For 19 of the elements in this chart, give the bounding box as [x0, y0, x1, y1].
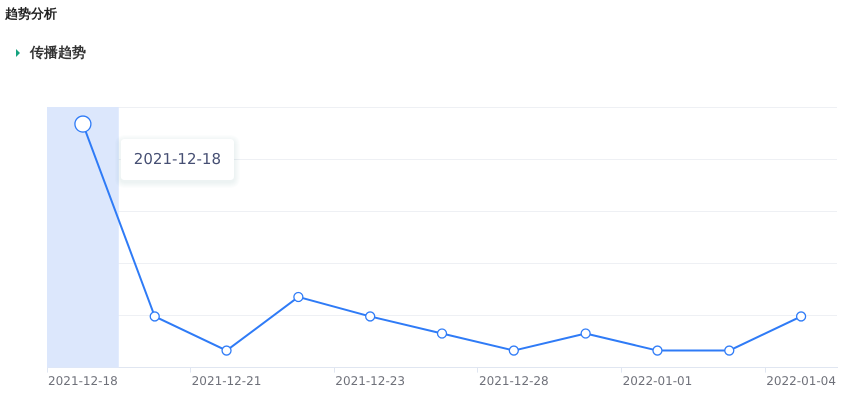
x-tick-label: 2021-12-28	[478, 374, 549, 388]
x-tick-label: 2021-12-21	[192, 374, 262, 388]
point	[221, 345, 232, 356]
point	[652, 345, 663, 356]
annotation: 2021-12-18	[134, 150, 221, 168]
x-tick-label: 2022-01-04	[766, 374, 836, 388]
point	[150, 311, 160, 322]
chart-title: 趋势分析	[5, 6, 57, 23]
x-tick-label: 2021-12-23	[335, 374, 406, 388]
point	[436, 328, 448, 339]
point	[796, 311, 806, 322]
x-tick-label: 2022-01-01	[622, 374, 692, 388]
x-tick-label: 2021-12-18	[48, 374, 118, 388]
point	[508, 345, 519, 356]
point	[724, 345, 734, 356]
point	[365, 311, 376, 322]
point	[580, 328, 591, 339]
point	[293, 292, 304, 302]
chart-subtitle: 传播趋势	[30, 44, 86, 62]
